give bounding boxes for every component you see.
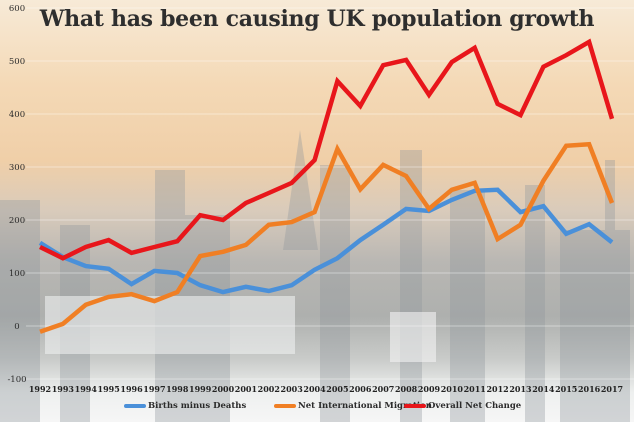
x-tick-label: 1999 — [189, 384, 212, 394]
net-international-migration-line — [39, 141, 615, 334]
series-lines — [38, 38, 615, 334]
y-tick-label: -100 — [7, 375, 26, 385]
legend-swatch-red — [404, 404, 426, 408]
x-tick-label: 2005 — [326, 384, 348, 394]
y-tick-label: 600 — [9, 4, 25, 14]
x-tick-label: 1992 — [29, 384, 51, 394]
legend: Births minus Deaths Net International Mi… — [0, 401, 634, 417]
x-tick-label: 2015 — [555, 384, 577, 394]
x-tick-label: 2012 — [486, 384, 508, 394]
x-tick-label: 2003 — [281, 384, 304, 394]
legend-item-overall-net-change: Overall Net Change — [404, 401, 521, 411]
legend-label: Overall Net Change — [428, 401, 522, 411]
y-tick-label: 100 — [9, 269, 25, 279]
x-tick-label: 2011 — [464, 384, 486, 394]
x-tick-label: 1996 — [120, 384, 143, 394]
legend-swatch-orange — [274, 404, 296, 408]
y-tick-label: 200 — [9, 216, 25, 226]
x-tick-label: 1998 — [166, 384, 189, 394]
x-tick-label: 2004 — [303, 384, 326, 394]
overall-net-change-line — [39, 38, 615, 261]
x-tick-label: 2006 — [349, 384, 372, 394]
x-tick-label: 2017 — [601, 384, 623, 394]
x-tick-label: 2014 — [532, 384, 555, 394]
y-tick-label: 300 — [9, 163, 25, 173]
x-tick-label: 1993 — [52, 384, 75, 394]
x-tick-label: 2007 — [372, 384, 394, 394]
legend-label: Net International Migration — [298, 401, 432, 411]
x-tick-label: 2000 — [212, 384, 235, 394]
x-tick-label: 2008 — [395, 384, 418, 394]
gridlines — [26, 7, 634, 380]
legend-swatch-blue — [124, 404, 146, 408]
x-tick-label: 2009 — [418, 384, 441, 394]
y-tick-label: 400 — [9, 110, 25, 120]
legend-label: Births minus Deaths — [148, 401, 247, 411]
chart-title: What has been causing UK population grow… — [39, 6, 595, 32]
x-tick-label: 1997 — [143, 384, 165, 394]
x-tick-label: 2010 — [441, 384, 464, 394]
x-tick-label: 2001 — [235, 384, 257, 394]
y-axis-ticks: -100 0 100 200 300 400 500 600 — [7, 4, 26, 385]
y-tick-label: 500 — [9, 57, 25, 67]
x-tick-label: 1995 — [98, 384, 120, 394]
legend-item-births-minus-deaths: Births minus Deaths — [124, 401, 246, 411]
x-axis-ticks: 1992 1993 1994 1995 1996 1997 1998 1999 2000 2001… — [29, 384, 623, 394]
x-tick-label: 1994 — [75, 384, 98, 394]
x-tick-label: 2016 — [578, 384, 601, 394]
x-tick-label: 2002 — [258, 384, 280, 394]
legend-item-net-international-migration: Net International Migration — [274, 401, 432, 411]
y-tick-label: 0 — [14, 322, 19, 332]
births-minus-deaths-line — [38, 187, 614, 295]
line-chart: -100 0 100 200 300 400 500 600 1992 1993 1994 1995… — [7, 4, 634, 394]
x-tick-label: 2013 — [509, 384, 532, 394]
